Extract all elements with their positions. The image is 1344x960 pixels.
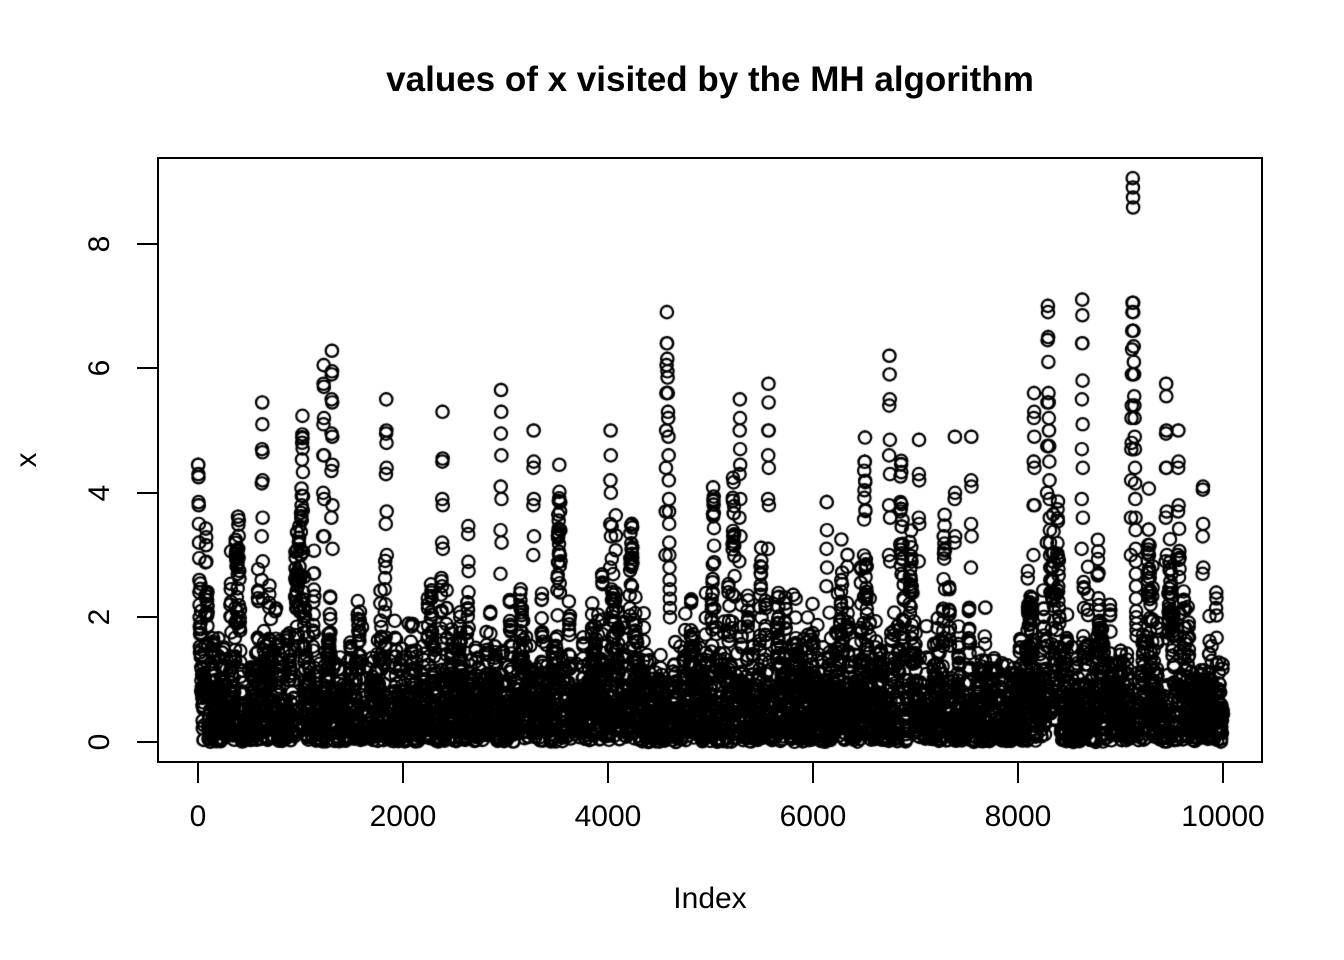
x-axis-tick [812,763,814,783]
y-tick-label: 0 [83,733,116,751]
y-tick-label: 4 [83,484,116,502]
scatter-canvas [158,158,1262,762]
x-tick-label: 4000 [574,800,642,833]
x-axis-tick [607,763,609,783]
x-axis-tick [1017,763,1019,783]
y-axis-tick [137,491,157,494]
x-tick-label: 2000 [369,800,437,833]
y-axis-tick [137,616,157,619]
x-axis-tick [1222,763,1224,783]
x-axis-tick [402,763,404,783]
y-axis-label: x [10,452,43,468]
x-axis-label: Index [673,882,747,915]
y-tick-label: 2 [83,609,116,626]
y-axis-tick [137,242,157,245]
y-axis-tick [137,367,157,370]
y-axis-tick [137,741,157,743]
x-tick-label: 10000 [1181,800,1265,833]
x-tick-label: 6000 [779,800,847,833]
chart-title: values of x visited by the MH algorithm [386,60,1034,99]
y-tick-label: 6 [83,359,116,377]
x-tick-label: 0 [189,800,207,833]
x-axis-tick [197,763,199,783]
x-tick-label: 8000 [984,800,1052,833]
y-tick-label: 8 [83,235,116,252]
